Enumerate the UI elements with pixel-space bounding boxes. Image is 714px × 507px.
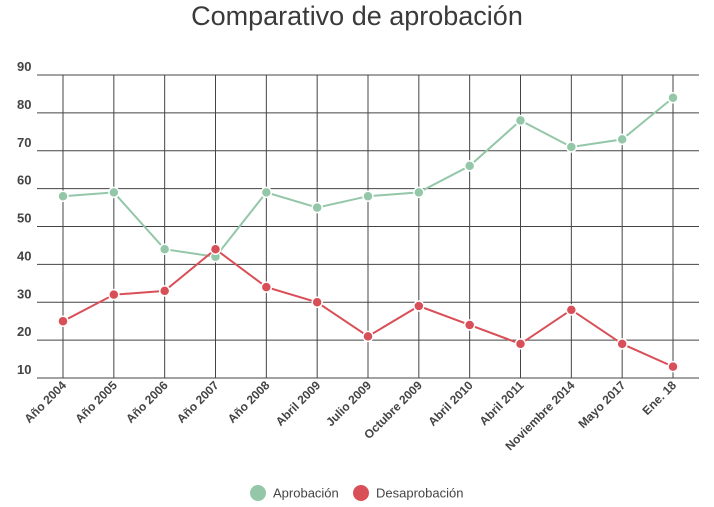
legend-label[interactable]: Desaprobación (376, 486, 463, 501)
y-tick-label: 70 (17, 135, 31, 150)
data-point[interactable] (616, 133, 628, 146)
data-point[interactable] (667, 91, 679, 104)
data-point[interactable] (260, 186, 273, 199)
x-tick-label: Año 2005 (72, 378, 120, 426)
data-point[interactable] (311, 296, 323, 308)
x-tick-label: Ene. 18 (640, 378, 680, 418)
data-point[interactable] (514, 114, 527, 127)
x-tick-label: Abril 2009 (273, 378, 324, 429)
data-point[interactable] (158, 285, 171, 297)
x-tick-label: Año 2004 (21, 378, 69, 426)
chart-title: Comparativo de aprobación (191, 1, 523, 31)
y-tick-label: 20 (17, 324, 31, 339)
data-point[interactable] (413, 300, 425, 312)
x-tick-label: Año 2007 (174, 378, 222, 426)
legend[interactable]: Aprobación Desaprobación (250, 485, 463, 501)
grid (37, 74, 699, 379)
data-point[interactable] (616, 338, 628, 350)
data-point[interactable] (57, 315, 69, 327)
legend-marker[interactable] (353, 485, 369, 501)
y-tick-label: 80 (17, 97, 31, 112)
data-point[interactable] (108, 186, 120, 199)
legend-label[interactable]: Aprobación (273, 486, 339, 501)
y-tick-label: 60 (17, 173, 31, 188)
y-axis-labels: 10 20 30 40 50 60 70 80 90 (17, 59, 31, 377)
data-point[interactable] (565, 141, 578, 153)
data-point[interactable] (108, 288, 120, 301)
data-point[interactable] (413, 186, 425, 199)
x-tick-label: Año 2008 (225, 378, 273, 426)
data-point[interactable] (260, 281, 273, 293)
data-point[interactable] (209, 243, 222, 255)
y-tick-label: 40 (17, 248, 31, 263)
legend-marker[interactable] (250, 485, 266, 501)
data-point[interactable] (362, 190, 374, 202)
x-tick-label: Abril 2011 (477, 378, 527, 428)
data-point[interactable] (158, 243, 171, 255)
data-point[interactable] (57, 190, 69, 202)
x-tick-label: Año 2006 (123, 378, 171, 426)
x-tick-label: Mayo 2017 (575, 378, 628, 431)
data-point[interactable] (311, 201, 323, 214)
data-point[interactable] (463, 319, 476, 331)
data-point[interactable] (565, 304, 578, 316)
y-tick-label: 50 (17, 211, 31, 226)
series-lines (57, 91, 679, 373)
data-point[interactable] (362, 330, 374, 343)
x-axis-labels: Año 2004 Año 2005 Año 2006 Año 2007 Año 2008… (21, 378, 679, 453)
data-point[interactable] (514, 338, 527, 350)
x-tick-label: Abril 2010 (425, 378, 476, 429)
y-tick-label: 90 (17, 59, 31, 74)
data-point[interactable] (463, 160, 476, 172)
y-tick-label: 30 (17, 286, 31, 301)
x-tick-label: Julio 2009 (323, 378, 374, 429)
y-tick-label: 10 (17, 362, 31, 377)
data-point[interactable] (667, 360, 679, 373)
